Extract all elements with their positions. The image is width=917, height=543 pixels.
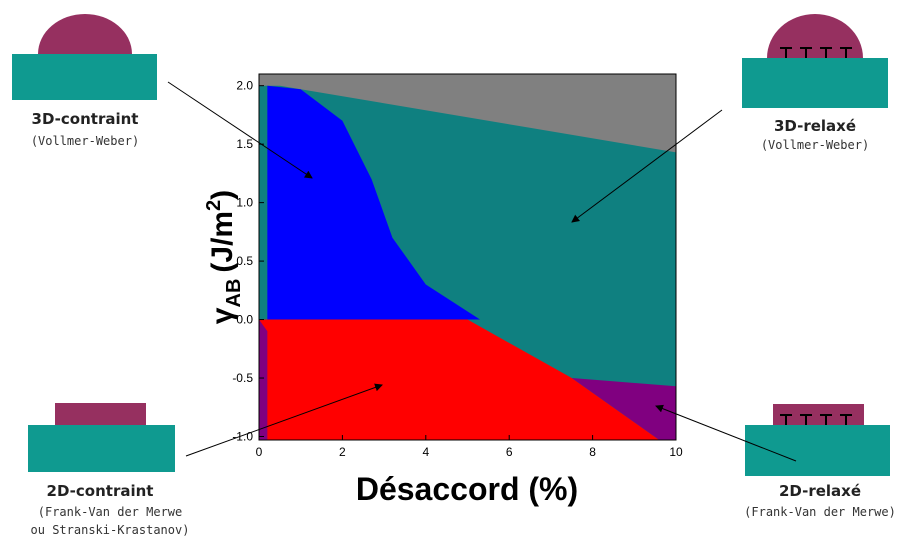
annotation-subtitle: (Vollmer-Weber) (761, 138, 869, 152)
region (571, 378, 676, 440)
x-tick-label: 6 (506, 445, 513, 459)
x-tick-label: 0 (256, 445, 263, 459)
arrows (167, 81, 797, 462)
illustration-2d-relaxe (745, 404, 890, 476)
region (259, 319, 268, 440)
region (259, 319, 660, 440)
x-axis-label: Désaccord (%) (356, 471, 578, 507)
plot-area: 0 2 4 6 8 10 2.0 1.5 1.0 0.5 0.0 -0.5 -1.0 (232, 73, 683, 459)
y-label-unit: (J/m (206, 211, 239, 273)
y-tick-label: 1.0 (236, 196, 253, 210)
y-tick-label: -0.5 (232, 371, 253, 385)
region (259, 74, 676, 153)
annotation-subtitle: (Frank-Van der Merwe) (744, 505, 896, 519)
y-label-close: ) (206, 190, 239, 200)
x-tick-label: 4 (422, 445, 429, 459)
x-tick-label: 2 (339, 445, 346, 459)
region (267, 85, 481, 320)
x-tick-label: 10 (669, 445, 683, 459)
y-tick-label: -1.0 (232, 429, 253, 443)
y-tick-label: 0.5 (236, 254, 253, 268)
illustration-3d-contraint (12, 14, 157, 100)
annotation-subtitle: (Frank-Van der Merwe (38, 505, 183, 519)
illustration-3d-relaxe (742, 14, 888, 108)
annotation-subtitle: ou Stranski-Krastanov) (31, 523, 190, 537)
annotation-title: 2D-relaxé (779, 482, 861, 500)
y-axis-label: γAB (J/m2) (203, 190, 245, 324)
illustration-2d-contraint (28, 403, 175, 472)
y-tick-label: 1.5 (236, 137, 253, 151)
y-label-sup: 2 (203, 200, 225, 211)
y-tick-label: 0.0 (236, 313, 253, 327)
annotation-title: 3D-contraint (32, 110, 139, 128)
y-tick-label: 2.0 (236, 79, 253, 93)
annotation-title: 3D-relaxé (774, 117, 856, 135)
annotation-subtitle: (Vollmer-Weber) (31, 134, 139, 148)
x-tick-label: 8 (589, 445, 596, 459)
y-label-sub: AB (223, 279, 245, 308)
plot-frame (258, 73, 677, 441)
y-label-symbol: γ (206, 307, 239, 324)
annotation-title: 2D-contraint (47, 482, 154, 500)
